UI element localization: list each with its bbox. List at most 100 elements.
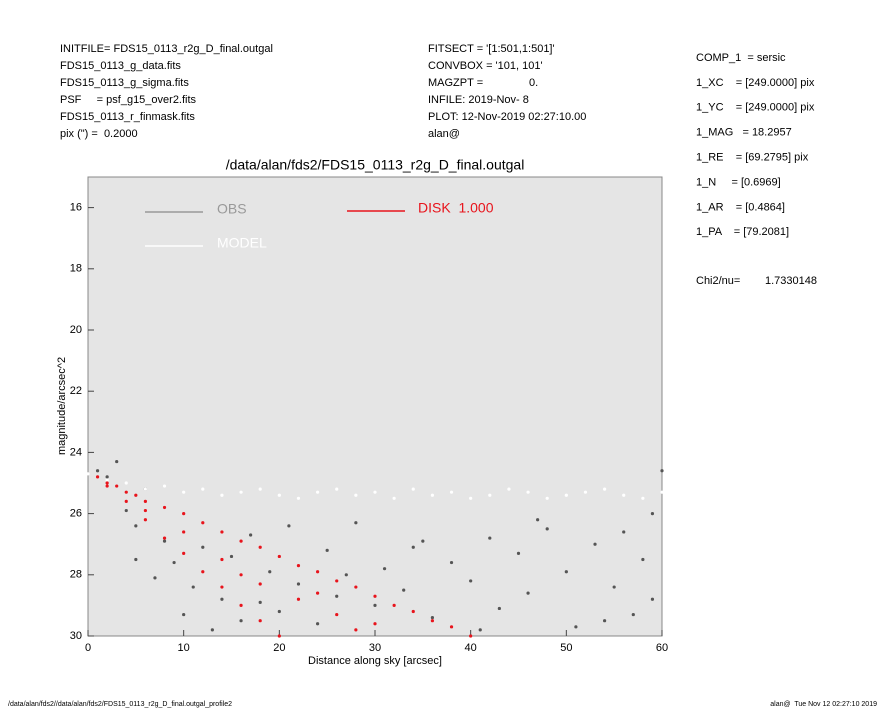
point	[239, 619, 243, 623]
point	[277, 493, 281, 497]
header-line: CONVBOX = '101, 101'	[428, 60, 543, 72]
point	[593, 542, 597, 546]
point	[182, 551, 186, 555]
point	[162, 539, 167, 543]
y-tick-label: 18	[70, 263, 82, 275]
point	[603, 619, 607, 623]
point	[488, 536, 492, 540]
point	[516, 551, 521, 555]
point	[143, 508, 147, 513]
param-line: 1_AR = [0.4864]	[696, 201, 785, 213]
point	[115, 484, 119, 488]
point	[258, 582, 262, 586]
point	[162, 505, 167, 510]
point	[373, 603, 377, 608]
point	[105, 484, 109, 488]
point	[258, 600, 262, 604]
legend-label: DISK 1.000	[418, 200, 494, 216]
header-line: pix (") = 0.2000	[60, 128, 138, 140]
point	[430, 493, 434, 497]
point	[143, 518, 147, 522]
point	[210, 628, 214, 632]
header-line: MAGZPT = 0.	[428, 77, 538, 89]
param-line: 1_PA = [79.2081]	[696, 226, 789, 238]
x-tick-label: 50	[560, 642, 572, 654]
point	[124, 508, 128, 513]
point	[124, 499, 128, 503]
point	[536, 518, 540, 522]
point	[469, 496, 473, 500]
point	[316, 622, 320, 626]
point	[201, 487, 205, 491]
header-line: alan@	[428, 128, 460, 140]
param-line: 1_N = [0.6969]	[696, 176, 781, 188]
header-line: FITSECT = '[1:501,1:501]'	[428, 43, 555, 55]
x-tick-label: 0	[85, 642, 91, 654]
point	[220, 530, 224, 534]
point	[564, 493, 568, 497]
point	[124, 490, 128, 494]
x-tick-label: 30	[369, 642, 381, 654]
point	[201, 545, 205, 549]
point	[172, 560, 176, 565]
point	[574, 625, 578, 629]
point	[478, 628, 482, 632]
point	[182, 511, 186, 516]
param-line: COMP_1 = sersic	[696, 52, 786, 64]
point	[545, 527, 549, 531]
point	[545, 496, 549, 500]
footer-left: /data/alan/fds2//data/alan/fds2/FDS15_01…	[8, 701, 232, 708]
point	[411, 487, 415, 491]
point	[449, 490, 454, 494]
point	[220, 597, 224, 601]
y-tick-label: 26	[70, 508, 82, 520]
point	[564, 570, 568, 574]
point	[296, 564, 301, 568]
point	[249, 533, 253, 537]
header-line: PLOT: 12-Nov-2019 02:27:10.00	[428, 111, 586, 123]
point	[650, 511, 655, 516]
param-line: 1_MAG = 18.2957	[696, 127, 792, 139]
chi2-label: Chi2/nu=	[696, 275, 740, 287]
point	[660, 490, 664, 494]
point	[134, 557, 138, 562]
point	[143, 499, 147, 503]
point	[296, 582, 301, 586]
point	[631, 612, 635, 617]
point	[277, 634, 281, 638]
x-tick-label: 60	[656, 642, 668, 654]
point	[220, 585, 224, 589]
point	[134, 524, 138, 528]
point	[258, 619, 262, 623]
point	[373, 594, 377, 598]
point	[296, 597, 301, 601]
point	[469, 634, 473, 638]
point	[182, 530, 186, 534]
point	[316, 591, 320, 595]
point	[316, 490, 320, 494]
point	[344, 573, 348, 577]
param-line: 1_XC = [249.0000] pix	[696, 77, 815, 89]
y-tick-label: 20	[70, 324, 82, 336]
point	[143, 487, 147, 491]
point	[650, 597, 655, 601]
point	[296, 496, 301, 500]
header-line: FDS15_0113_g_data.fits	[60, 60, 181, 72]
y-tick-label: 16	[70, 202, 82, 214]
header-line: PSF = psf_g15_over2.fits	[60, 94, 197, 106]
point	[239, 490, 243, 494]
point	[239, 603, 243, 608]
point	[449, 560, 454, 565]
point	[430, 616, 434, 620]
point	[201, 521, 205, 525]
y-tick-label: 24	[70, 446, 82, 458]
point	[507, 487, 511, 491]
point	[124, 481, 128, 485]
point	[162, 484, 167, 488]
point	[335, 594, 339, 598]
footer-right: alan@ Tue Nov 12 02:27:10 2019	[770, 701, 877, 708]
x-tick-label: 20	[273, 642, 285, 654]
point	[239, 573, 243, 577]
point	[105, 481, 109, 485]
legend-label: OBS	[217, 201, 247, 217]
